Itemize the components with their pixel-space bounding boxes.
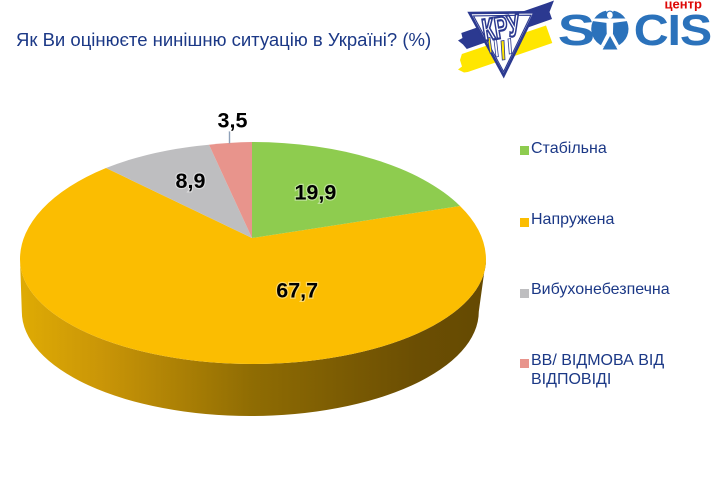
svg-text:S: S (558, 5, 595, 55)
svg-text:67,7: 67,7 (276, 279, 318, 303)
svg-text:CIS: CIS (634, 5, 712, 54)
svg-text:8,9: 8,9 (176, 169, 206, 193)
svg-text:19,9: 19,9 (294, 181, 336, 205)
svg-text:центр: центр (665, 0, 702, 11)
svg-text:КРУ: КРУ (480, 7, 524, 48)
svg-text:3,5: 3,5 (218, 109, 248, 133)
